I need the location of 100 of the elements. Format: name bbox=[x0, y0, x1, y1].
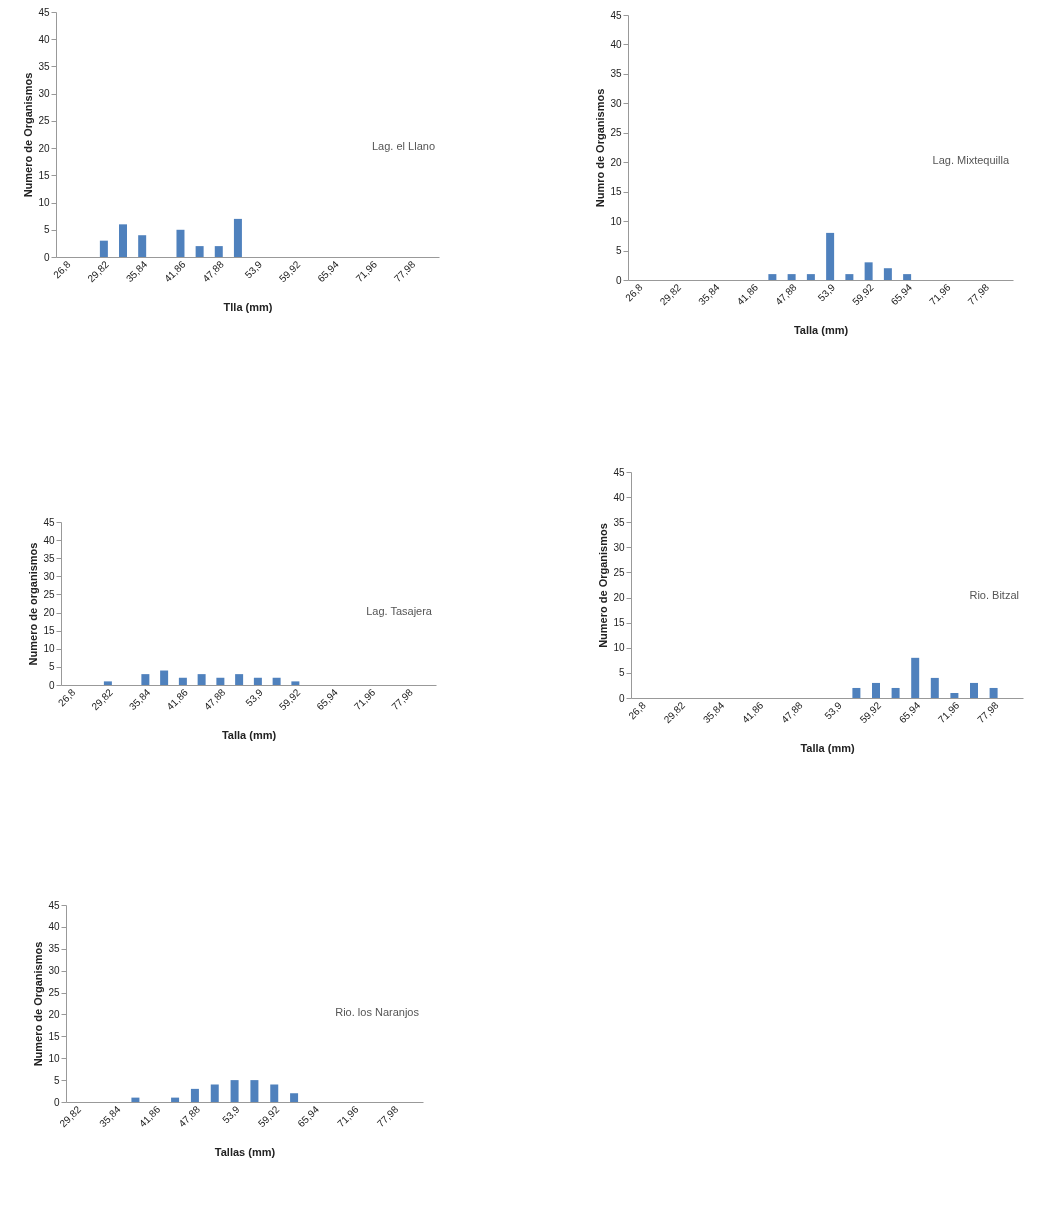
y-tick-label: 45 bbox=[38, 6, 50, 18]
bar bbox=[930, 677, 939, 698]
y-tick-label: 0 bbox=[615, 274, 622, 286]
bar bbox=[176, 229, 185, 257]
bar bbox=[138, 235, 147, 257]
y-tick-label: 10 bbox=[48, 1052, 60, 1064]
bar bbox=[233, 218, 242, 257]
y-tick-label: 35 bbox=[613, 516, 625, 528]
x-axis-title: Talla (mm) bbox=[800, 742, 855, 755]
x-axis-title: Tlla (mm) bbox=[223, 301, 273, 314]
bar bbox=[270, 1084, 279, 1102]
bar bbox=[178, 677, 187, 685]
bar bbox=[291, 681, 300, 685]
y-tick-label: 20 bbox=[610, 156, 622, 168]
bar bbox=[160, 670, 169, 685]
y-tick-label: 15 bbox=[43, 625, 55, 637]
y-tick-label: 0 bbox=[53, 1096, 60, 1108]
y-axis-title: Numero de Organismos bbox=[597, 523, 610, 648]
y-tick-label: 15 bbox=[613, 617, 625, 629]
y-tick-label: 20 bbox=[43, 607, 55, 619]
x-axis-title: Talla (mm) bbox=[793, 324, 849, 337]
y-tick-label: 15 bbox=[38, 169, 50, 181]
y-tick-label: 10 bbox=[43, 643, 55, 655]
bar bbox=[141, 674, 150, 685]
y-tick-label: 35 bbox=[610, 68, 622, 80]
bar bbox=[253, 677, 262, 685]
bar bbox=[190, 1088, 199, 1102]
bar bbox=[197, 674, 206, 685]
y-tick-label: 30 bbox=[613, 541, 625, 553]
y-tick-label: 0 bbox=[618, 692, 625, 704]
y-tick-label: 10 bbox=[38, 197, 50, 209]
annotation: Lag. Tasajera bbox=[366, 604, 433, 617]
bar bbox=[989, 687, 998, 698]
bar bbox=[970, 682, 978, 698]
bar bbox=[230, 1080, 239, 1102]
y-tick-label: 25 bbox=[610, 127, 622, 139]
annotation: Rio. los Naranjos bbox=[335, 1006, 420, 1019]
y-tick-label: 20 bbox=[613, 592, 625, 604]
y-tick-label: 45 bbox=[610, 9, 622, 21]
y-tick-label: 40 bbox=[38, 33, 50, 45]
y-tick-label: 15 bbox=[610, 186, 622, 198]
bar bbox=[103, 681, 112, 685]
x-tick-label: 53,9 bbox=[242, 258, 265, 281]
bar bbox=[272, 677, 281, 685]
y-tick-label: 30 bbox=[43, 570, 55, 582]
y-tick-label: 0 bbox=[43, 251, 50, 263]
bar bbox=[290, 1093, 299, 1102]
y-tick-label: 10 bbox=[610, 215, 622, 227]
y-tick-label: 30 bbox=[48, 965, 60, 977]
bar bbox=[891, 687, 900, 698]
x-axis-title: Tallas (mm) bbox=[214, 1146, 276, 1159]
bar bbox=[250, 1080, 259, 1102]
y-tick-label: 25 bbox=[38, 115, 50, 127]
y-tick-label: 30 bbox=[610, 97, 622, 109]
annotation: Rio. Bitzal bbox=[969, 589, 1019, 602]
bar bbox=[911, 657, 920, 698]
y-tick-label: 35 bbox=[43, 552, 55, 564]
y-axis-title: Numero de organismos bbox=[27, 542, 40, 666]
y-tick-label: 40 bbox=[48, 921, 60, 933]
y-tick-label: 40 bbox=[610, 38, 622, 50]
annotation: Lag. el Llano bbox=[372, 139, 435, 152]
x-tick-label: 53,9 bbox=[220, 1103, 242, 1126]
y-tick-label: 5 bbox=[43, 224, 50, 236]
bar bbox=[210, 1084, 219, 1102]
x-tick-label: 53,9 bbox=[822, 699, 845, 722]
y-tick-label: 35 bbox=[48, 943, 60, 955]
x-tick-label: 53,9 bbox=[243, 686, 266, 709]
y-tick-label: 5 bbox=[618, 667, 625, 679]
x-tick-label: 53,9 bbox=[815, 281, 838, 304]
bar bbox=[119, 224, 128, 257]
bar bbox=[852, 687, 861, 698]
y-tick-label: 5 bbox=[615, 245, 622, 257]
y-tick-label: 25 bbox=[43, 588, 55, 600]
y-tick-label: 40 bbox=[613, 491, 625, 503]
y-axis-title: Numero de Organismos bbox=[22, 72, 35, 198]
y-tick-label: 35 bbox=[38, 60, 50, 72]
y-tick-label: 5 bbox=[48, 661, 55, 673]
y-tick-label: 40 bbox=[43, 534, 55, 546]
bar bbox=[214, 246, 223, 257]
y-tick-label: 45 bbox=[43, 516, 55, 528]
y-tick-label: 0 bbox=[48, 679, 55, 691]
y-tick-label: 15 bbox=[48, 1030, 60, 1042]
y-tick-label: 20 bbox=[38, 142, 50, 154]
y-tick-label: 20 bbox=[48, 1008, 60, 1020]
y-tick-label: 45 bbox=[613, 466, 625, 478]
annotation: Lag. Mixtequilla bbox=[932, 153, 1010, 166]
y-tick-label: 5 bbox=[53, 1074, 60, 1086]
x-axis-title: Talla (mm) bbox=[221, 729, 277, 742]
bar bbox=[99, 240, 108, 257]
y-axis-title: Numro de Organismos bbox=[594, 88, 607, 208]
bar bbox=[195, 246, 204, 257]
bar bbox=[950, 692, 959, 698]
bar bbox=[131, 1097, 140, 1102]
y-axis-title: Numero de Organismos bbox=[32, 941, 45, 1067]
y-tick-label: 10 bbox=[613, 642, 625, 654]
y-tick-label: 30 bbox=[38, 88, 50, 100]
y-tick-label: 45 bbox=[48, 899, 60, 911]
bar bbox=[872, 682, 880, 698]
bar bbox=[171, 1097, 180, 1102]
y-tick-label: 25 bbox=[613, 566, 625, 578]
